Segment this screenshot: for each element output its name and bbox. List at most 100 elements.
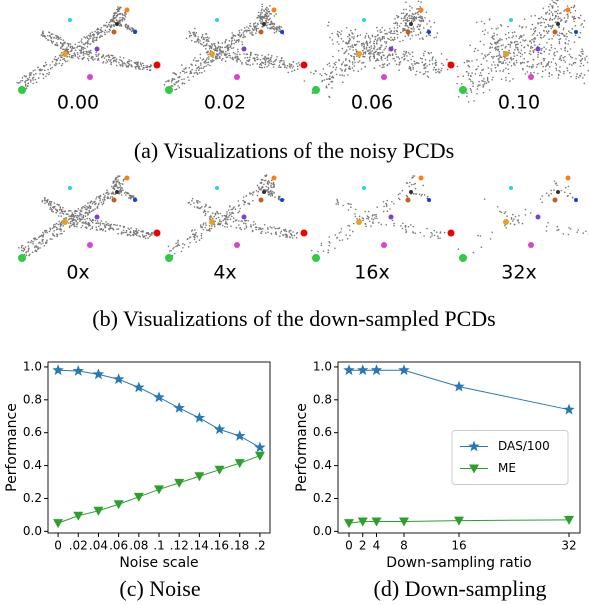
point [248,60,250,62]
point [375,50,377,52]
point [119,175,121,177]
point [522,39,524,41]
point [219,213,221,215]
point [381,27,383,29]
keypoint [509,18,513,22]
point [144,235,146,237]
point [385,43,387,45]
point [60,59,62,61]
point [279,26,281,28]
point [171,85,173,87]
point [62,59,64,61]
point [570,48,572,50]
point [557,226,559,228]
point [516,62,518,64]
point [164,84,166,86]
point [46,230,48,232]
point [280,67,282,69]
point [359,216,361,218]
point [221,50,223,52]
point [523,34,525,36]
point [578,77,580,79]
point [428,53,430,55]
point [498,60,500,62]
point [532,34,534,36]
point [228,209,230,211]
point [503,69,505,71]
point [70,223,72,225]
point [241,229,243,231]
point [553,53,555,55]
x-tick-label: .08 [129,539,148,553]
point [52,228,54,230]
point [483,84,485,86]
point [55,35,57,37]
point [256,25,258,27]
point [511,217,513,219]
point [548,53,550,55]
point [194,229,196,231]
point [261,8,263,10]
point [263,10,265,12]
point [208,56,210,58]
keypoint [448,230,455,237]
point [239,228,241,230]
point [427,71,429,73]
point [491,64,493,66]
point [403,51,405,53]
point [328,241,330,243]
point [76,217,78,219]
point [547,24,549,26]
y-tick-label: 0.0 [23,524,42,538]
point [277,26,279,28]
keypoint [528,74,534,80]
point [584,57,586,59]
point [554,18,556,20]
point [267,27,269,29]
point [206,33,208,35]
keypoint [566,8,571,13]
point [193,33,195,35]
point [125,191,127,193]
point [262,186,264,188]
point [59,209,61,211]
point [501,39,503,41]
point [120,185,122,187]
point [168,246,170,248]
point [361,45,363,47]
point [342,81,344,83]
keypoint [259,30,264,35]
point-cloud-panels [16,0,589,262]
point [389,63,391,65]
point-cloud [164,4,308,95]
point [411,31,413,33]
point [340,33,342,35]
point [190,204,192,206]
point [75,55,77,57]
y-tick-label: 0.2 [313,491,332,505]
point [403,20,405,22]
point [44,36,46,38]
data-point [371,364,382,375]
point [348,209,350,211]
point [234,35,236,37]
point [505,68,507,70]
point [540,35,542,37]
keypoint [87,242,93,248]
point [119,25,121,27]
point [116,177,118,179]
point [268,188,270,190]
point [472,85,474,87]
point [137,232,139,234]
point [52,61,54,63]
point [56,59,58,61]
point [339,74,341,76]
point [134,233,136,235]
point [174,84,176,86]
point [289,63,291,65]
x-axis-label: Down-sampling ratio [386,555,531,571]
point [483,92,485,94]
point [501,79,503,81]
point-cloud [456,0,589,103]
point [349,39,351,41]
